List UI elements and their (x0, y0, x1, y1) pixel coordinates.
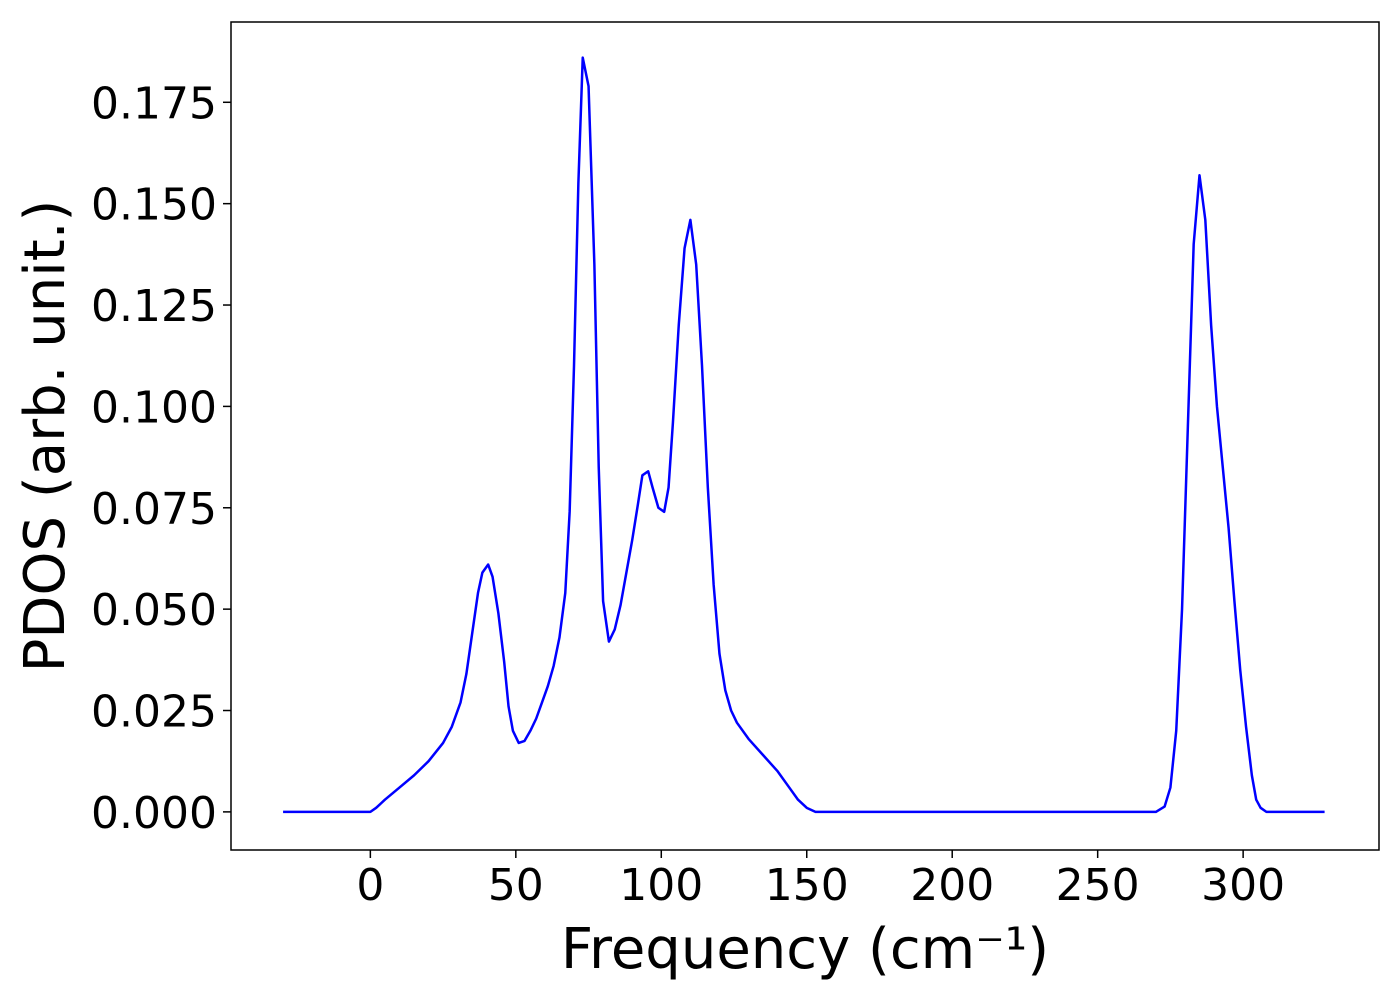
x-tick-label: 150 (765, 860, 849, 911)
y-axis-label: PDOS (arb. unit.) (13, 200, 78, 673)
plot-frame (230, 21, 1380, 851)
y-tick-label: 0.125 (91, 281, 217, 332)
x-axis-label: Frequency (cm⁻¹) (561, 917, 1049, 982)
y-tick-label: 0.100 (91, 382, 217, 433)
y-tick-label: 0.000 (91, 788, 217, 839)
y-tick-label: 0.150 (91, 180, 217, 231)
x-tick-label: 200 (910, 860, 994, 911)
y-tick-label: 0.075 (91, 484, 217, 535)
x-tick-label: 100 (619, 860, 703, 911)
data-line (283, 56, 1325, 814)
x-tick-label: 50 (488, 860, 544, 911)
x-tick-label: 250 (1056, 860, 1140, 911)
x-tick-label: 300 (1201, 860, 1285, 911)
y-tick-label: 0.025 (91, 687, 217, 738)
y-tick-label: 0.175 (91, 78, 217, 129)
y-tick-label: 0.050 (91, 585, 217, 636)
x-tick-label: 0 (356, 860, 384, 911)
